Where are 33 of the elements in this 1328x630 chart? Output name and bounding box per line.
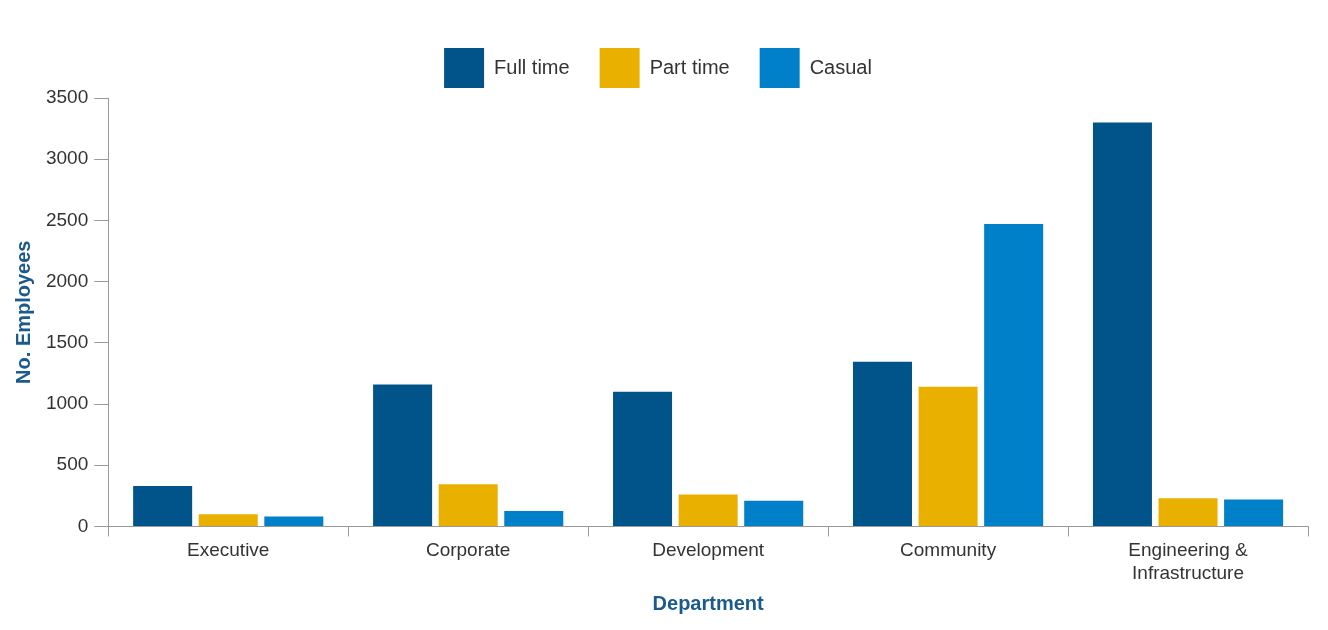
- y-tick-label: 1500: [45, 331, 89, 353]
- x-tick-label: Engineering & Infrastructure: [1128, 539, 1249, 583]
- bar: [613, 391, 673, 526]
- bar: [852, 361, 913, 526]
- y-axis-title: No. Employees: [11, 240, 34, 384]
- bar: [198, 514, 258, 526]
- x-tick-label: Executive: [187, 539, 270, 561]
- bar: [678, 494, 738, 526]
- x-tick-label: Community: [900, 539, 997, 561]
- x-tick-label: Corporate: [425, 539, 511, 561]
- bar: [438, 484, 498, 526]
- x-tick-label: Development: [652, 539, 765, 561]
- bar: [1224, 499, 1284, 526]
- y-tick-label: 1000: [45, 392, 89, 414]
- y-tick-label: 500: [56, 453, 89, 475]
- bar: [984, 224, 1044, 526]
- bar: [264, 516, 324, 526]
- legend-label: Full time: [494, 55, 570, 78]
- bar: [133, 486, 193, 526]
- bar: [1092, 122, 1152, 526]
- bar: [918, 386, 978, 526]
- bar: [744, 500, 804, 526]
- y-tick-label: 2000: [45, 269, 89, 291]
- y-tick-label: 3000: [45, 147, 89, 169]
- legend-label: Casual: [809, 55, 872, 78]
- y-tick-label: 3500: [45, 86, 89, 108]
- y-tick-label: 2500: [45, 208, 89, 230]
- legend-label: Part time: [649, 55, 730, 78]
- bar: [373, 384, 433, 526]
- y-tick-label: 0: [77, 514, 89, 536]
- x-axis-title: Department: [652, 591, 765, 614]
- bar: [1158, 498, 1218, 526]
- bar: [504, 511, 564, 526]
